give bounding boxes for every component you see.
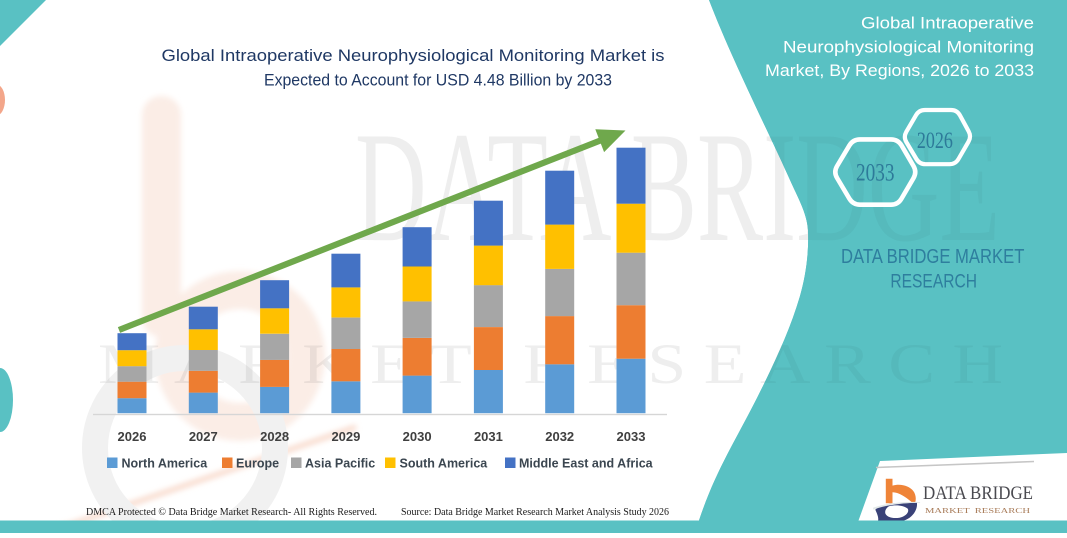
svg-text:DATA BRIDGE: DATA BRIDGE: [923, 483, 1033, 504]
svg-text:2029: 2029: [331, 429, 360, 444]
svg-text:Europe: Europe: [236, 457, 279, 471]
svg-text:Middle East and Africa: Middle East and Africa: [519, 457, 654, 471]
svg-text:2026: 2026: [917, 128, 953, 153]
svg-text:North America: North America: [122, 457, 209, 471]
svg-text:Neurophysiological Monitoring: Neurophysiological Monitoring: [783, 37, 1034, 56]
svg-text:Asia Pacific: Asia Pacific: [305, 457, 375, 471]
svg-text:DMCA Protected © Data Bridge M: DMCA Protected © Data Bridge Market Rese…: [86, 507, 377, 518]
svg-text:2027: 2027: [189, 429, 218, 444]
svg-text:2030: 2030: [403, 429, 432, 444]
svg-text:Global Intraoperative Neurophy: Global Intraoperative Neurophysiological…: [162, 46, 665, 65]
svg-text:DATA BRIDGE MARKET: DATA BRIDGE MARKET: [841, 246, 1025, 268]
svg-text:2031: 2031: [474, 429, 503, 444]
svg-text:South America: South America: [400, 457, 489, 471]
svg-text:2032: 2032: [545, 429, 574, 444]
svg-text:2026: 2026: [118, 429, 147, 444]
svg-text:Source: Data Bridge Market Res: Source: Data Bridge Market Research Mark…: [401, 507, 669, 518]
svg-text:Global Intraoperative: Global Intraoperative: [861, 14, 1034, 33]
svg-text:2028: 2028: [260, 429, 289, 444]
svg-text:2033: 2033: [856, 160, 895, 187]
svg-text:MARKET RESEARCH: MARKET RESEARCH: [925, 507, 1030, 515]
svg-text:2033: 2033: [617, 429, 646, 444]
svg-text:RESEARCH: RESEARCH: [890, 272, 977, 293]
svg-text:Market, By Regions, 2026 to 20: Market, By Regions, 2026 to 2033: [765, 61, 1034, 80]
svg-text:Expected to Account for USD 4.: Expected to Account for USD 4.48 Billion…: [264, 71, 612, 90]
